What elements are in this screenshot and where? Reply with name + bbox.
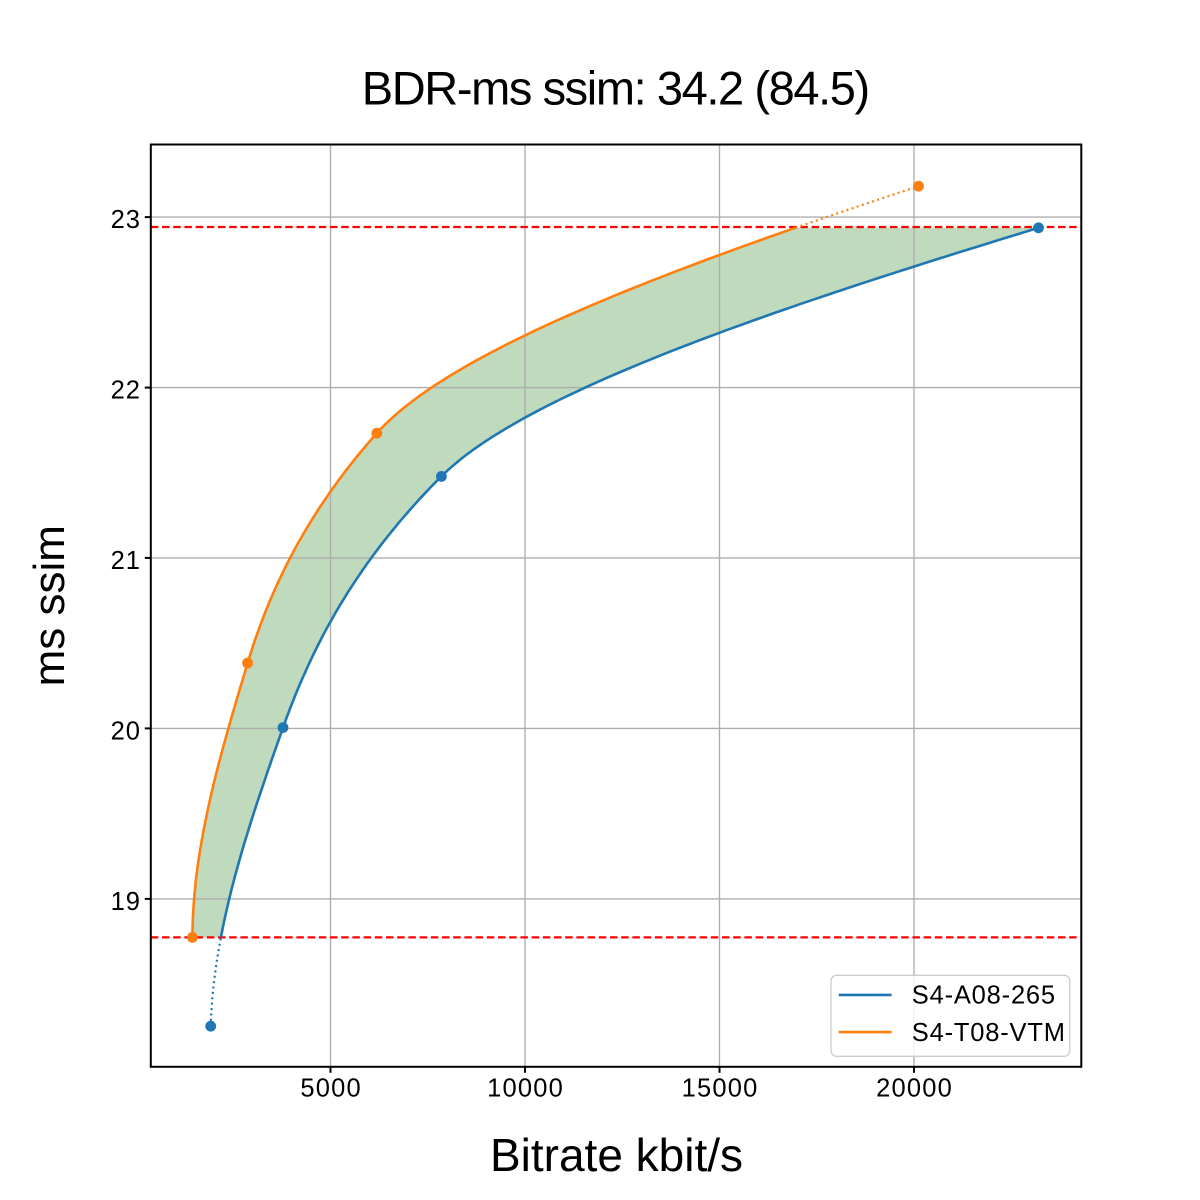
svg-text:15000: 15000 (682, 1075, 759, 1103)
svg-text:5000: 5000 (300, 1075, 362, 1103)
svg-text:S4-T08-VTM: S4-T08-VTM (912, 1019, 1066, 1047)
svg-text:21: 21 (111, 547, 141, 575)
svg-text:S4-A08-265: S4-A08-265 (912, 982, 1056, 1010)
svg-text:20: 20 (111, 717, 141, 745)
svg-text:10000: 10000 (487, 1075, 564, 1103)
svg-text:BDR-ms ssim: 34.2 (84.5): BDR-ms ssim: 34.2 (84.5) (362, 62, 869, 115)
svg-text:20000: 20000 (876, 1075, 953, 1103)
svg-text:22: 22 (111, 377, 141, 405)
svg-text:23: 23 (111, 206, 141, 234)
svg-text:19: 19 (111, 888, 141, 916)
svg-text:Bitrate kbit/s: Bitrate kbit/s (490, 1129, 743, 1181)
svg-text:ms ssim: ms ssim (25, 525, 74, 686)
